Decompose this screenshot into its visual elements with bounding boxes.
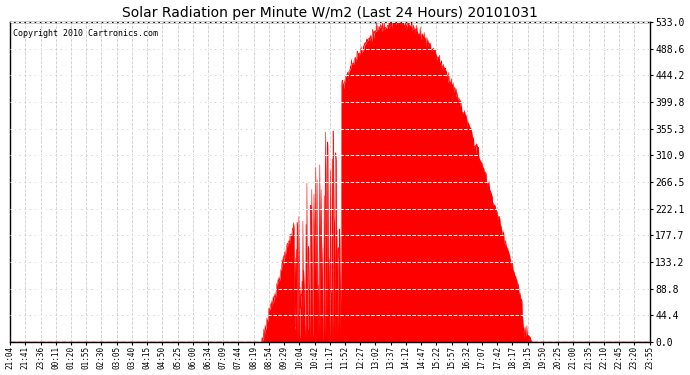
Title: Solar Radiation per Minute W/m2 (Last 24 Hours) 20101031: Solar Radiation per Minute W/m2 (Last 24… <box>122 6 538 20</box>
Text: Copyright 2010 Cartronics.com: Copyright 2010 Cartronics.com <box>13 28 158 38</box>
